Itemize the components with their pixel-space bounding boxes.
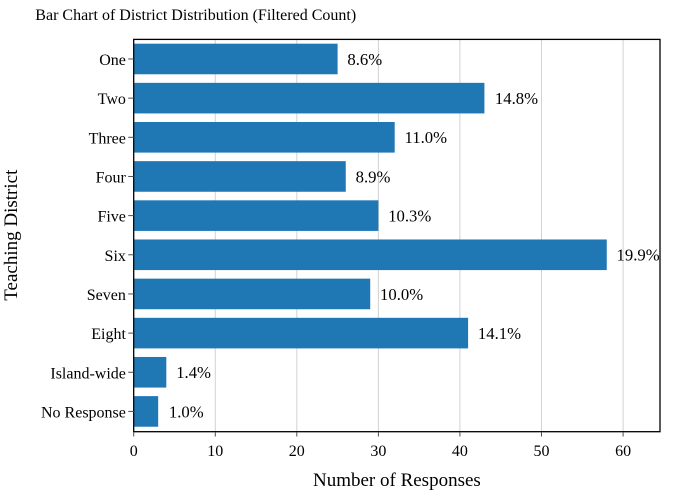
svg-text:14.1%: 14.1% — [478, 324, 521, 343]
svg-text:8.6%: 8.6% — [347, 50, 382, 69]
svg-text:Bar Chart of District Distribu: Bar Chart of District Distribution (Filt… — [35, 7, 356, 24]
svg-text:Three: Three — [89, 130, 126, 147]
svg-text:Number of Responses: Number of Responses — [313, 470, 481, 491]
svg-text:1.4%: 1.4% — [176, 363, 211, 382]
svg-text:14.8%: 14.8% — [495, 89, 538, 108]
svg-text:40: 40 — [452, 443, 468, 460]
svg-text:11.0%: 11.0% — [405, 128, 448, 147]
svg-text:60: 60 — [615, 443, 631, 460]
svg-text:Eight: Eight — [91, 326, 126, 343]
svg-text:Four: Four — [96, 170, 127, 187]
svg-text:10: 10 — [207, 443, 223, 460]
svg-text:50: 50 — [534, 443, 550, 460]
svg-text:0: 0 — [130, 443, 138, 460]
svg-text:30: 30 — [370, 443, 386, 460]
svg-text:No Response: No Response — [41, 404, 126, 421]
svg-text:19.9%: 19.9% — [617, 246, 660, 265]
svg-text:Seven: Seven — [87, 287, 126, 304]
svg-text:Teaching District: Teaching District — [1, 169, 22, 301]
svg-text:One: One — [99, 52, 126, 69]
svg-text:10.0%: 10.0% — [380, 285, 423, 304]
svg-text:1.0%: 1.0% — [169, 402, 204, 421]
svg-text:8.9%: 8.9% — [356, 167, 391, 186]
svg-text:Five: Five — [97, 209, 125, 226]
svg-text:10.3%: 10.3% — [388, 207, 431, 226]
svg-text:20: 20 — [289, 443, 305, 460]
svg-text:Six: Six — [105, 248, 126, 265]
svg-text:Island-wide: Island-wide — [50, 365, 126, 382]
svg-text:Two: Two — [98, 91, 126, 108]
